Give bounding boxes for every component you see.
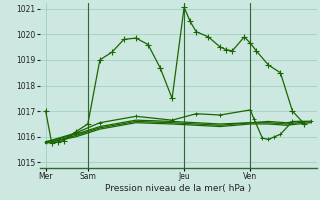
X-axis label: Pression niveau de la mer( hPa ): Pression niveau de la mer( hPa ) — [105, 184, 251, 193]
